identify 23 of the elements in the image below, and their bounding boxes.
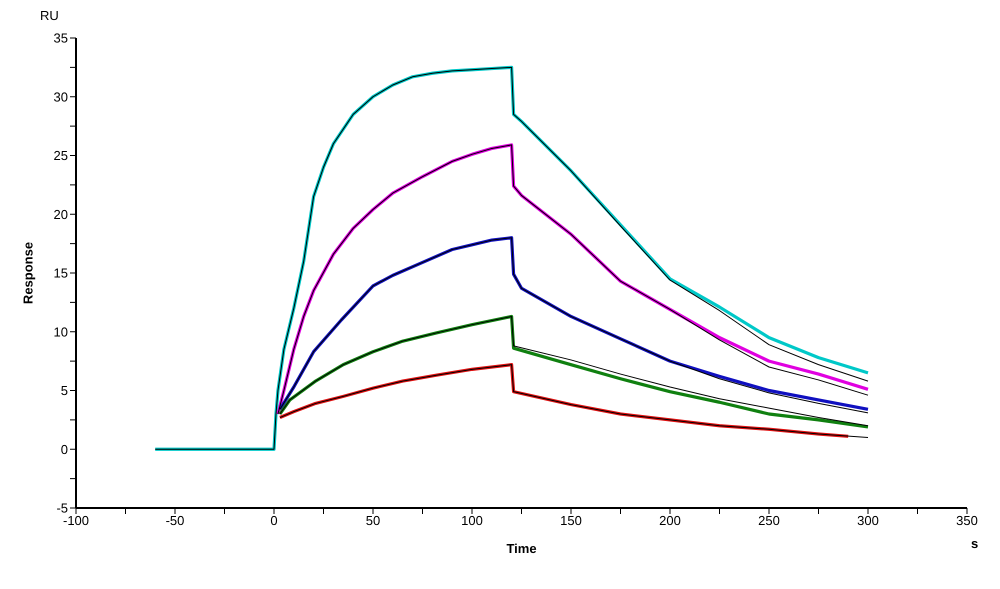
y-tick-label: 15 (54, 266, 68, 281)
y-tick-label: 25 (54, 148, 68, 164)
y-tick-label: 30 (54, 89, 68, 104)
text: RU (40, 8, 59, 23)
y-tick-label: 20 (54, 206, 68, 222)
x-tick-label: 300 (857, 513, 879, 528)
x-tick-label: 50 (366, 513, 380, 528)
y-tick-label: -5 (56, 500, 68, 516)
x-tick-label: 0 (270, 513, 278, 528)
x-tick-label: 250 (758, 513, 780, 528)
text: s (971, 536, 978, 551)
y-tick-label: 0 (60, 442, 68, 457)
y-tick-label: 35 (54, 30, 68, 46)
x-tick-label: -50 (166, 513, 184, 528)
y-tick-label: 5 (60, 383, 68, 398)
y-axis-title: Response (20, 242, 36, 304)
x-tick-label: 100 (461, 513, 483, 528)
x-tick-label: 350 (956, 513, 978, 528)
x-tick-label: -100 (62, 513, 90, 528)
x-tick-label: 150 (560, 513, 582, 528)
x-tick-label: 200 (659, 513, 681, 528)
x-axis-title: Time (506, 541, 537, 556)
y-tick-label: 10 (54, 324, 68, 340)
